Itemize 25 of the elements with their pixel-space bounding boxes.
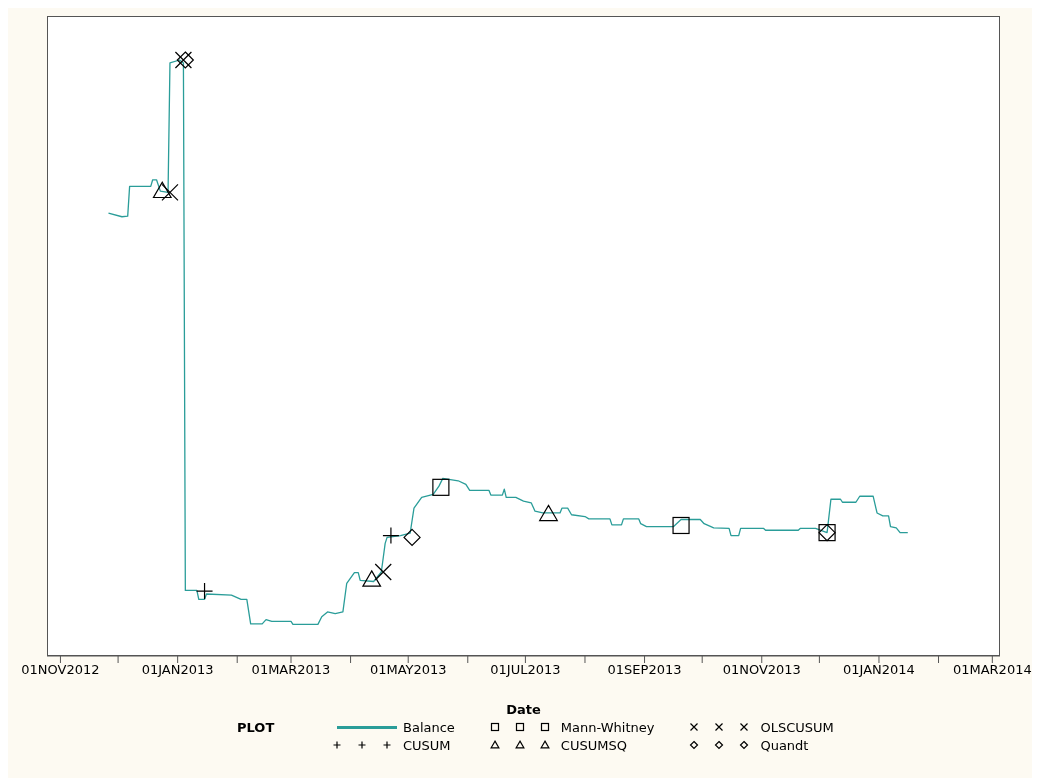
legend-label: Balance xyxy=(403,719,455,735)
point xyxy=(539,504,558,522)
x-tick-label: 01MAR2013 xyxy=(251,662,331,678)
point xyxy=(672,516,690,535)
point xyxy=(152,181,172,199)
point xyxy=(432,478,450,496)
x-tick-label: 01NOV2012 xyxy=(21,662,100,678)
x-tick-label: 01MAY2013 xyxy=(369,662,447,678)
x-tick-label: 01SEP2013 xyxy=(607,662,682,678)
legend-label: CUSUMSQ xyxy=(560,737,627,753)
x-tick-label: 01NOV2013 xyxy=(722,662,801,678)
legend-label: Mann-Whitney xyxy=(560,719,655,735)
x-axis-title: Date xyxy=(506,702,541,717)
legend-label: Quandt xyxy=(760,737,809,753)
x-tick-label: 01JAN2013 xyxy=(141,662,214,678)
x-tick-label: 01JUL2013 xyxy=(490,662,561,678)
point xyxy=(403,528,421,546)
legend-label: CUSUM xyxy=(403,737,451,753)
x-tick-label: 01JAN2014 xyxy=(843,662,915,678)
legend-title: PLOT xyxy=(237,719,276,735)
x-tick-label: 01MAR2014 xyxy=(952,662,1032,678)
point xyxy=(161,183,179,201)
point xyxy=(362,570,382,587)
legend-label: OLSCUSUM xyxy=(760,719,834,735)
point xyxy=(374,563,392,581)
